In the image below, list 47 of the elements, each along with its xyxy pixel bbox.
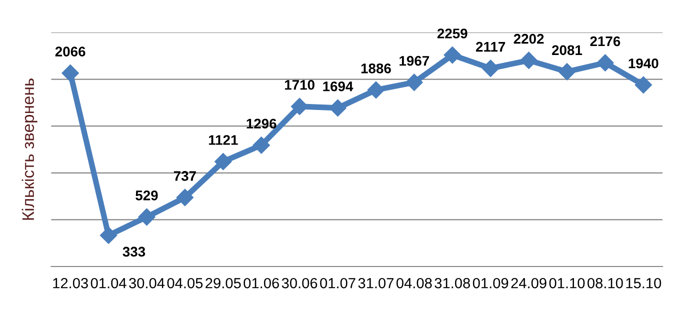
point	[634, 76, 652, 94]
data-label: 2117	[476, 42, 506, 52]
x-tick-label: 04.08	[396, 278, 432, 288]
data-label: 1886	[361, 64, 391, 74]
point	[214, 153, 232, 170]
point	[520, 52, 538, 69]
point	[558, 63, 576, 80]
data-label: 529	[136, 190, 158, 200]
x-tick-label: 04.05	[167, 278, 203, 288]
x-tick-label: 08.10	[588, 278, 623, 288]
data-label: 2259	[437, 28, 468, 38]
x-tick-label: 01.10	[549, 278, 585, 288]
data-label: 2202	[514, 34, 544, 44]
x-tick-label: 15.10	[626, 278, 662, 288]
data-label: 1694	[323, 81, 354, 92]
data-label: 1296	[246, 118, 276, 129]
data-label: 333	[122, 246, 146, 257]
y-axis-title: Кількість звернень	[22, 78, 38, 220]
point	[482, 60, 500, 77]
data-label: 2176	[590, 36, 620, 46]
point	[62, 64, 79, 82]
x-tick-label: 01.07	[320, 278, 356, 288]
point	[138, 208, 156, 226]
x-tick-label: 31.08	[434, 278, 470, 288]
x-tick-label: 31.07	[358, 278, 394, 288]
point	[596, 54, 614, 72]
data-label: 2066	[55, 46, 86, 56]
data-label: 737	[174, 171, 196, 181]
data-label: 1967	[400, 56, 430, 66]
x-tick-label: 24.09	[511, 278, 546, 288]
data-label: 1710	[284, 80, 314, 90]
x-tick-label: 01.09	[472, 278, 508, 288]
point	[176, 188, 194, 206]
data-label: 1121	[208, 135, 238, 145]
x-tick-label: 12.03	[53, 278, 88, 288]
data-label: 1940	[628, 58, 658, 68]
point	[406, 74, 423, 91]
point	[100, 226, 118, 244]
point	[252, 136, 270, 154]
point	[444, 46, 461, 64]
x-tick-label: 30.06	[282, 278, 318, 288]
data-label: 2081	[552, 45, 582, 56]
x-tick-label: 01.06	[244, 278, 279, 288]
point	[367, 81, 385, 99]
x-tick-label: 30.04	[129, 278, 165, 288]
x-tick-label: 01.04	[90, 278, 126, 288]
x-tick-label: 29.05	[206, 278, 241, 288]
